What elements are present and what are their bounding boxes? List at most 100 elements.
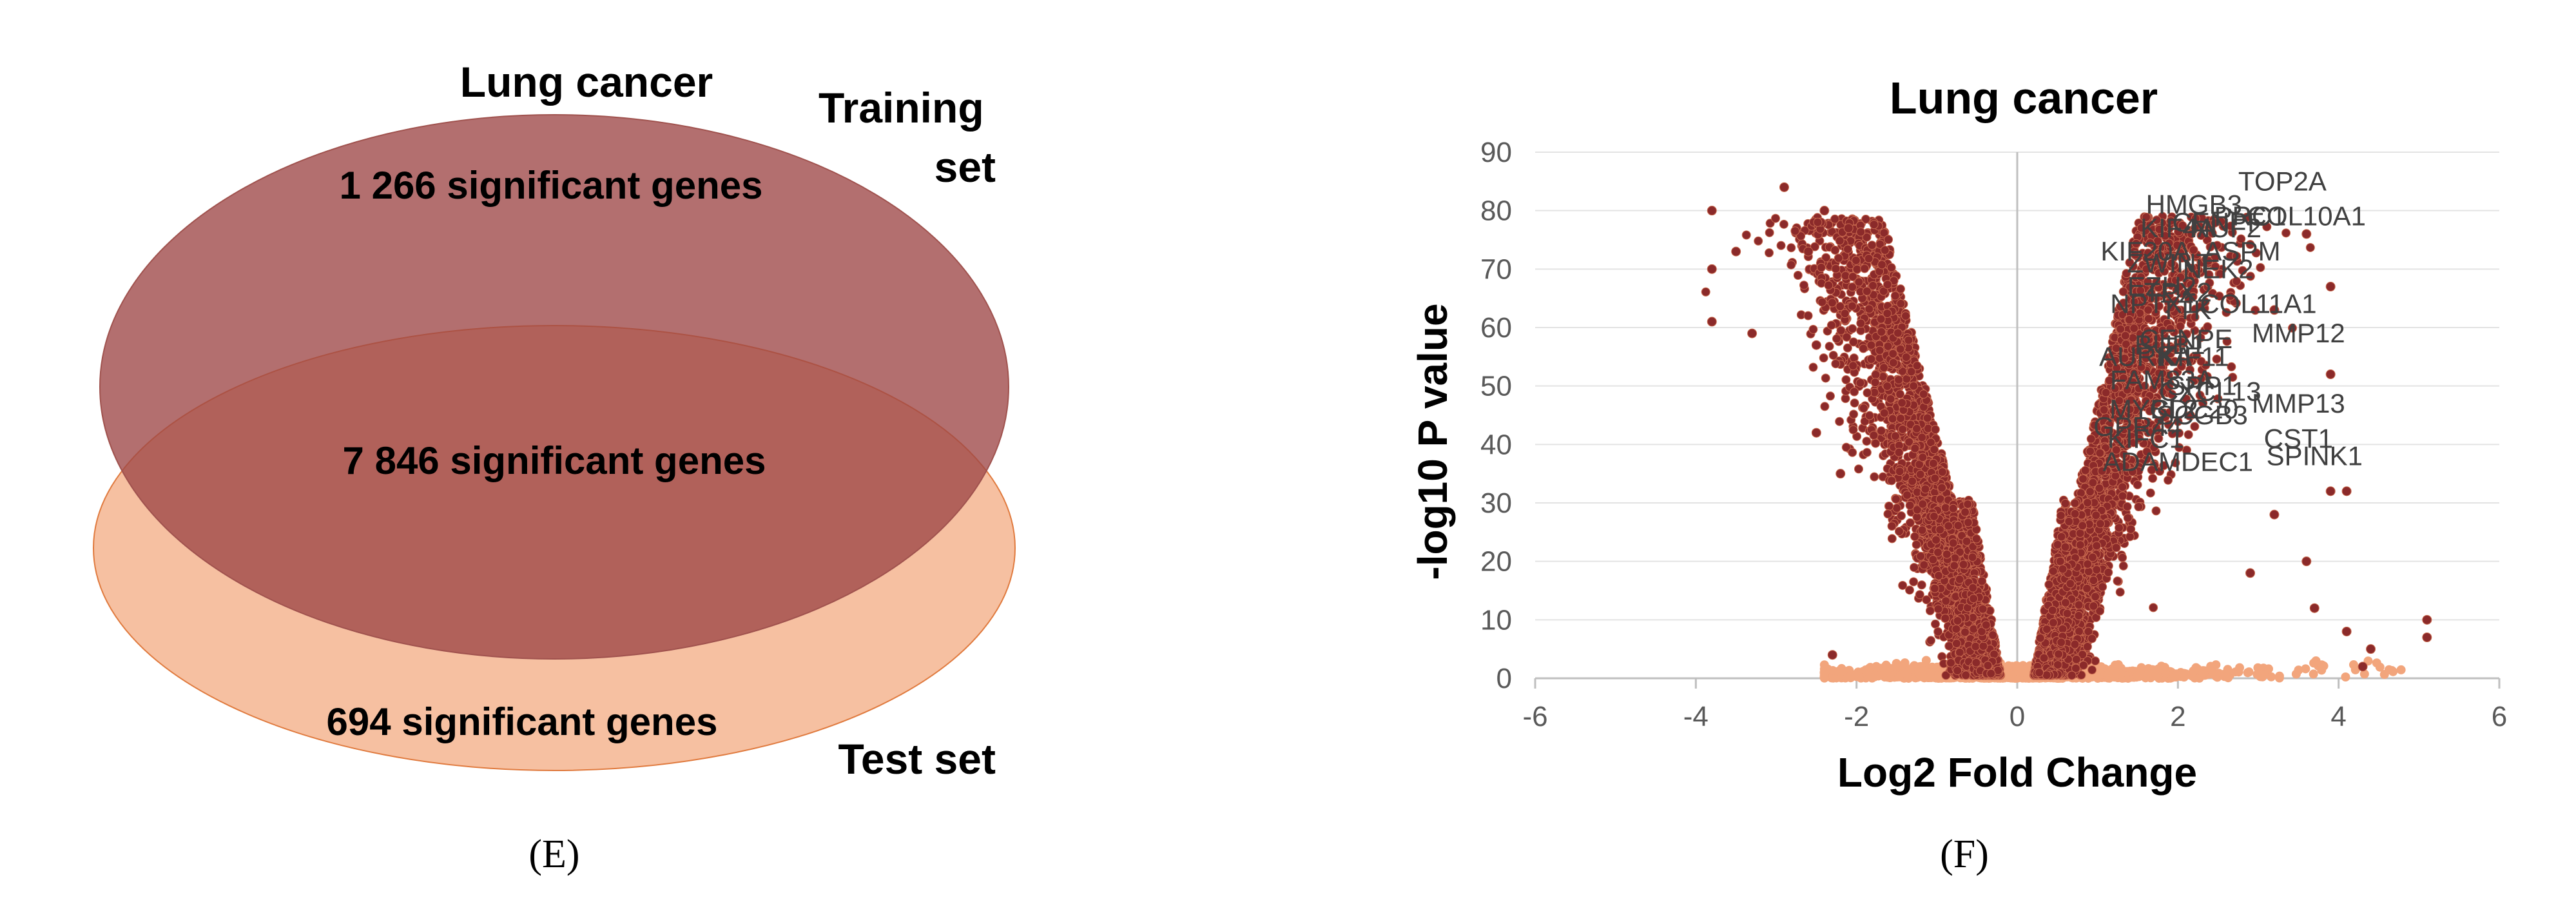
data-point — [1741, 230, 1751, 240]
data-point — [1854, 672, 1864, 681]
data-point — [2243, 668, 2252, 678]
data-point — [1904, 335, 1913, 345]
data-point — [1917, 525, 1927, 535]
venn-title: Lung cancer — [460, 58, 713, 106]
data-point — [2267, 672, 2276, 681]
data-point — [1887, 476, 1897, 485]
data-point — [1909, 577, 1919, 587]
data-point — [1921, 484, 1930, 494]
data-point — [1891, 495, 1901, 504]
data-point — [1924, 673, 1933, 683]
data-point — [1841, 375, 1851, 385]
data-point — [1831, 264, 1841, 273]
x-tick-labels: -6 -4 -2 0 2 4 6 — [1522, 701, 2507, 732]
data-point — [1856, 227, 1866, 237]
data-point — [1849, 337, 1859, 347]
data-point — [1854, 277, 1864, 287]
data-point — [1937, 467, 1947, 477]
data-point — [1894, 527, 1904, 536]
data-point — [2207, 669, 2217, 679]
y-tick-label: 30 — [1480, 487, 1512, 519]
data-point — [1864, 254, 1874, 264]
data-point — [2274, 673, 2284, 683]
data-point — [1872, 662, 1881, 671]
data-point — [1930, 473, 1940, 483]
data-point — [1910, 563, 1919, 573]
data-point — [2180, 671, 2189, 680]
data-point — [1860, 264, 1870, 273]
y-tick-label: 80 — [1480, 195, 1512, 227]
data-point — [1852, 264, 1862, 274]
data-point — [1835, 667, 1845, 677]
data-point — [1851, 255, 1861, 265]
x-tick-label: 6 — [2492, 701, 2507, 732]
data-point — [1888, 414, 1897, 424]
data-point — [1912, 540, 1921, 549]
y-tick-label: 70 — [1480, 253, 1512, 285]
data-point — [1877, 426, 1886, 436]
data-point — [2309, 658, 2319, 668]
venn-test-set-label: Test set — [838, 735, 996, 783]
volcano-title: Lung cancer — [1890, 73, 2158, 123]
data-point — [1856, 319, 1866, 328]
data-point — [1922, 413, 1932, 423]
data-point — [1916, 551, 1926, 561]
data-point — [1866, 340, 1876, 350]
data-point — [1892, 504, 1902, 513]
data-point — [1944, 641, 1954, 651]
data-point — [1846, 671, 1856, 680]
data-point — [1883, 509, 1893, 519]
data-point — [2309, 669, 2318, 679]
y-tick-label: 20 — [1480, 546, 1512, 578]
data-point — [2151, 665, 2160, 675]
venn-training-only-count: 1 266 significant genes — [340, 164, 763, 207]
data-point — [1850, 387, 1859, 397]
data-point — [1831, 359, 1841, 369]
data-point — [2341, 672, 2350, 681]
data-point — [1900, 658, 1910, 668]
data-point — [2387, 666, 2397, 676]
data-point — [1850, 398, 1859, 408]
data-point — [2198, 666, 2208, 676]
data-point — [1770, 213, 1780, 223]
data-point — [1877, 260, 1887, 270]
data-point — [1828, 351, 1838, 360]
data-point — [1901, 352, 1911, 362]
data-point — [1912, 361, 1922, 371]
data-point — [1890, 431, 1900, 441]
data-point — [1887, 521, 1897, 531]
data-point — [1894, 447, 1904, 457]
data-point — [1835, 417, 1845, 426]
data-point — [1909, 381, 1919, 391]
data-point — [1826, 320, 1836, 330]
data-point — [1836, 326, 1846, 335]
data-point — [1843, 244, 1853, 254]
data-point — [1897, 511, 1906, 520]
data-point — [2396, 665, 2406, 674]
data-point — [1883, 309, 1892, 319]
data-point — [2218, 669, 2228, 679]
data-point — [1919, 560, 1929, 570]
data-point — [1819, 353, 1828, 363]
y-tick-label: 10 — [1480, 604, 1512, 636]
data-point — [1888, 349, 1898, 358]
data-point — [1787, 243, 1796, 253]
data-point — [1869, 220, 1879, 230]
data-point — [1910, 532, 1920, 542]
data-point — [1832, 334, 1841, 344]
venn-training-set-label: Training set — [818, 84, 996, 191]
data-point — [1849, 409, 1859, 419]
data-point — [1701, 287, 1710, 297]
data-point — [1884, 235, 1893, 244]
data-point — [1877, 327, 1886, 337]
y-tick-label: 60 — [1480, 312, 1512, 344]
data-point — [1848, 425, 1858, 435]
x-tick-label: 0 — [2009, 701, 2025, 732]
data-point — [1870, 472, 1879, 482]
data-point — [1883, 341, 1893, 351]
data-point — [1869, 431, 1879, 440]
data-point — [1821, 373, 1830, 383]
